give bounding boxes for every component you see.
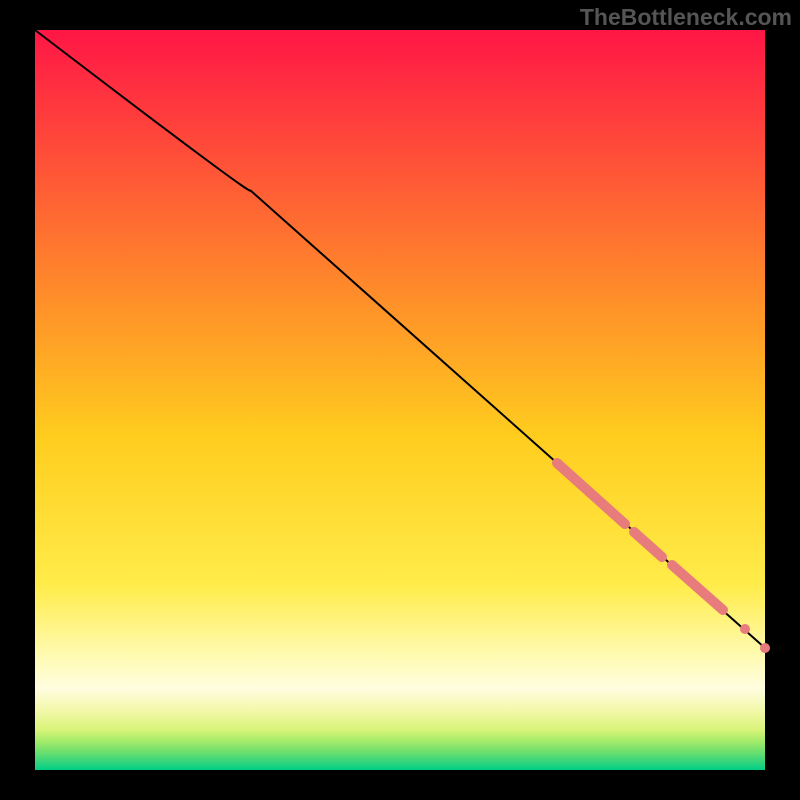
chart-svg [0,0,800,800]
plot-background [35,30,765,770]
chart-frame: { "watermark": { "text": "TheBottleneck.… [0,0,800,800]
watermark-text: TheBottleneck.com [580,4,792,31]
marker-dot [760,643,770,653]
marker-dot [740,624,750,634]
